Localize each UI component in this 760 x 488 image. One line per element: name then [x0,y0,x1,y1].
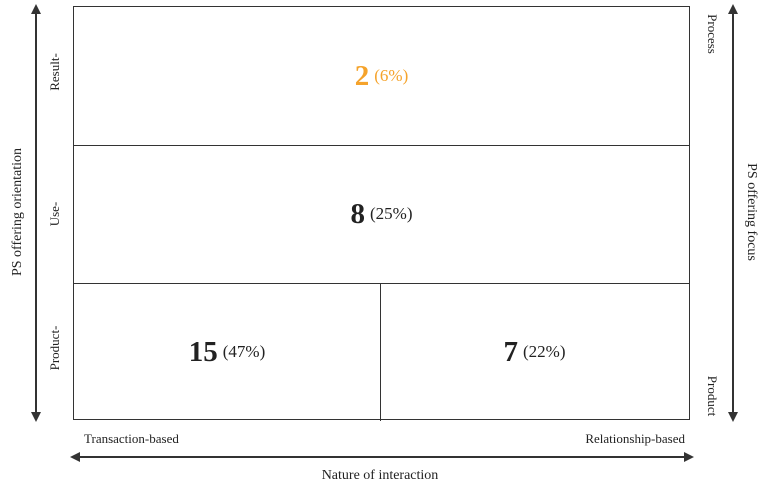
focus-bottom-label: Product [705,375,720,417]
focus-top-label: Process [705,14,720,54]
matrix-grid: 2 (6%) 8 (25%) 15 (47%) 7 (22%) [73,6,690,421]
row-label-use: Use- [47,201,62,227]
cell-product-relationship: 7 (22%) [380,283,689,421]
cell-count: 15 [188,335,218,368]
row-divider [74,145,689,146]
cell-use: 8 (25%) [74,145,689,283]
row-label-result: Result- [47,53,62,91]
focus-axis-title: PS offering focus [744,163,759,261]
cell-product-transaction: 15 (47%) [74,283,380,421]
cell-percent: (47%) [222,342,266,361]
cell-count: 8 [350,197,366,230]
interaction-axis-arrow [70,452,694,462]
column-divider [380,283,381,421]
cell-count: 7 [503,335,519,368]
orientation-axis-arrow [31,4,41,422]
orientation-axis-title: PS offering orientation [10,147,25,277]
row-divider [74,283,689,284]
cell-percent: (25%) [370,204,413,223]
cell-result: 2 (6%) [74,7,689,145]
cell-percent: (22%) [523,342,566,361]
focus-axis-arrow [728,4,738,422]
interaction-axis-title: Nature of interaction [321,468,439,483]
cell-percent: (6%) [374,66,409,85]
row-label-product: Product- [47,325,62,371]
cell-count: 2 [354,59,370,92]
relationship-based-label: Relationship-based [585,431,685,446]
transaction-based-label: Transaction-based [84,431,179,446]
